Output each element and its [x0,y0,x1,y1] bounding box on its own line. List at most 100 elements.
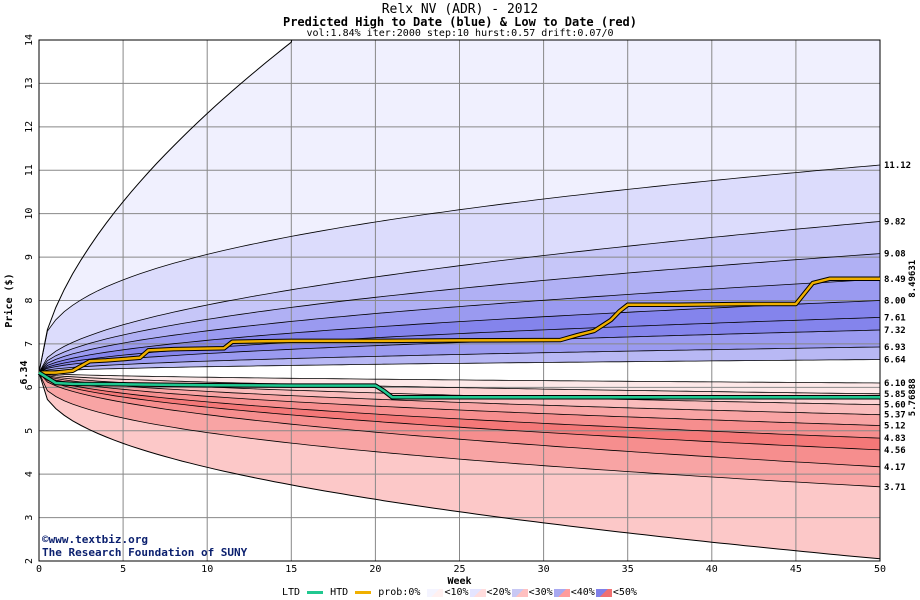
legend-swatch [427,588,444,597]
y-tick-label: 4 [24,471,35,477]
y-tick-label: 2 [24,558,35,564]
outer-high-curve [39,40,293,373]
x-tick-label: 15 [285,564,297,575]
band-end-label: 3.71 [884,483,906,493]
band-boundary-curve [39,346,880,373]
x-tick-label: 35 [622,564,634,575]
band-boundary-curve [39,300,880,373]
legend-htd-label: HTD [330,587,349,599]
band-end-label: 7.61 [884,313,906,323]
legend-items: <10% <20% <30% <40% <50% [426,587,637,599]
band-end-label: 9.08 [884,250,906,260]
legend-item-label: <50% [612,587,637,598]
legend-item-label: <30% [528,587,553,598]
legend-item-label: <20% [486,587,511,598]
y-tick-label: 6 [24,384,35,390]
band-end-label: 5.60 [884,401,906,411]
band-boundary-curve [39,278,880,373]
high-band-fill [39,253,880,373]
x-tick-label: 0 [36,564,42,575]
y-tick-label: 12 [24,121,35,133]
x-tick-label: 20 [369,564,381,575]
legend-swatch [553,588,570,597]
x-tick-label: 25 [453,564,465,575]
legend-ltd-label: LTD [282,587,301,599]
x-tick-label: 40 [706,564,718,575]
legend-swatch [469,588,486,597]
y-tick-label: 11 [24,164,35,176]
chart-parameters: vol:1.84% iter:2000 step:10 hurst:0.57 d… [306,28,614,39]
band-end-label: 8.00 [884,297,906,307]
low-band-fill [39,372,880,426]
low-band-fill [39,372,880,439]
band-end-label: 5.12 [884,422,906,432]
high-band-fill [39,165,880,373]
band-end-label: 4.83 [884,434,906,444]
x-tick-label: 10 [201,564,213,575]
final-value-label: 8.49631 [908,260,918,298]
final-value-label: 5.76888 [908,378,918,416]
x-tick-label: 45 [790,564,802,575]
band-boundary-curve [39,164,880,373]
x-tick-label: 5 [120,564,126,575]
band-end-label: 6.10 [884,379,906,389]
band-boundary-curve [39,359,880,373]
high-band-fill [39,300,880,373]
band-boundary-curve [39,253,880,373]
legend: LTD HTD prob:0% <10% <20% <30% <40% <50% [282,587,637,599]
low-band-fill [39,372,880,487]
y-tick-label: 13 [24,77,35,89]
y-tick-label: 5 [24,428,35,434]
band-end-label: 5.85 [884,390,906,400]
legend-item-label: <40% [570,587,595,598]
series-line-htd [39,277,880,374]
y-axis-label: Price ($) [3,273,15,327]
band-boundary-curve [39,372,880,395]
band-end-label: 8.49 [884,275,906,285]
x-tick-label: 30 [538,564,550,575]
outer-low-curve [39,372,880,560]
y-tick-label: 3 [24,515,35,521]
start-price-label: 6.34 [19,361,30,385]
band-end-label: 6.93 [884,343,906,353]
y-tick-label: 10 [24,208,35,220]
high-band-fill [39,317,880,373]
y-tick-label: 7 [24,341,35,347]
plot-frame [38,39,881,562]
low-band-fill [39,372,880,467]
band-end-label: 5.37 [884,411,906,421]
watermark-site: ©www.textbiz.org [42,533,148,546]
chart-subtitle: Predicted High to Date (blue) & Low to D… [282,15,637,29]
legend-swatch [595,588,612,597]
band-end-label: 11.12 [884,161,911,171]
low-band-fill [39,372,880,415]
legend-htd-line [355,591,372,595]
high-band-fill [39,221,880,373]
band-boundary-curve [39,221,880,373]
band-end-label: 7.32 [884,326,906,336]
band-end-label: 4.17 [884,463,906,473]
band-boundary-curve [39,372,880,451]
x-axis-label: Week [447,576,471,587]
band-end-label: 4.56 [884,446,906,456]
band-end-label: 6.64 [884,356,906,366]
band-boundary-curve [39,372,880,488]
series-line-ltd [38,371,880,399]
y-tick-label: 8 [24,297,35,303]
y-tick-label: 9 [24,254,35,260]
legend-ltd-line [307,591,324,595]
band-boundary-curve [39,372,880,468]
band-end-label: 9.82 [884,217,906,227]
watermark-org: The Research Foundation of SUNY [42,546,248,559]
band-boundary-curve [39,372,880,426]
chart-title: Relx NV (ADR) - 2012 [381,2,539,17]
x-tick-label: 50 [874,564,886,575]
band-boundary-curve [39,372,880,416]
legend-item-label: <10% [444,587,469,598]
band-boundary-curve [39,372,880,384]
legend-prob-label: prob:0% [378,587,421,599]
band-boundary-curve [39,372,880,439]
y-tick-label: 14 [24,34,35,46]
legend-swatch [511,588,528,597]
